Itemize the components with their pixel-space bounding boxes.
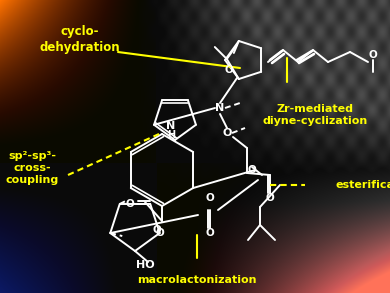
Text: O: O: [266, 193, 275, 203]
Text: macrolactonization: macrolactonization: [137, 275, 257, 285]
Text: HO: HO: [136, 260, 154, 270]
Text: esterification: esterification: [335, 180, 390, 190]
Text: O: O: [206, 228, 214, 238]
Text: O: O: [152, 225, 161, 235]
Text: O: O: [222, 128, 232, 138]
Text: O: O: [126, 199, 135, 209]
Text: N: N: [215, 103, 225, 113]
Text: H: H: [167, 130, 175, 140]
Text: cyclo-
dehydration: cyclo- dehydration: [40, 25, 120, 54]
Text: O: O: [369, 50, 378, 60]
Text: O: O: [224, 65, 233, 75]
Text: O: O: [155, 228, 164, 238]
Text: O: O: [206, 193, 214, 203]
Text: sp²-sp³-
cross-
coupling: sp²-sp³- cross- coupling: [5, 151, 58, 185]
Text: Zr-mediated
diyne-cyclization: Zr-mediated diyne-cyclization: [262, 104, 368, 126]
Text: O: O: [248, 165, 256, 175]
Text: N: N: [167, 121, 176, 131]
